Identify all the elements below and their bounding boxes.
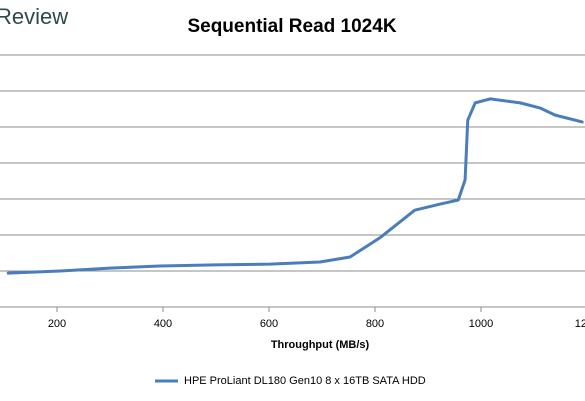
x-tick-label: 200 — [48, 318, 66, 330]
brand-logo: Review — [0, 4, 68, 29]
x-tick-label: 1000 — [469, 318, 493, 330]
chart-title: Sequential Read 1024K — [187, 16, 396, 37]
data-line — [6, 97, 584, 275]
x-tick-label: 1200 — [575, 318, 585, 330]
x-tick-label: 400 — [154, 318, 172, 330]
x-axis-title: Throughput (MB/s) — [271, 339, 370, 351]
x-tick-label: 800 — [366, 318, 384, 330]
legend-label: HPE ProLiant DL180 Gen10 8 x 16TB SATA H… — [184, 375, 426, 387]
x-tick-label: 600 — [260, 318, 278, 330]
